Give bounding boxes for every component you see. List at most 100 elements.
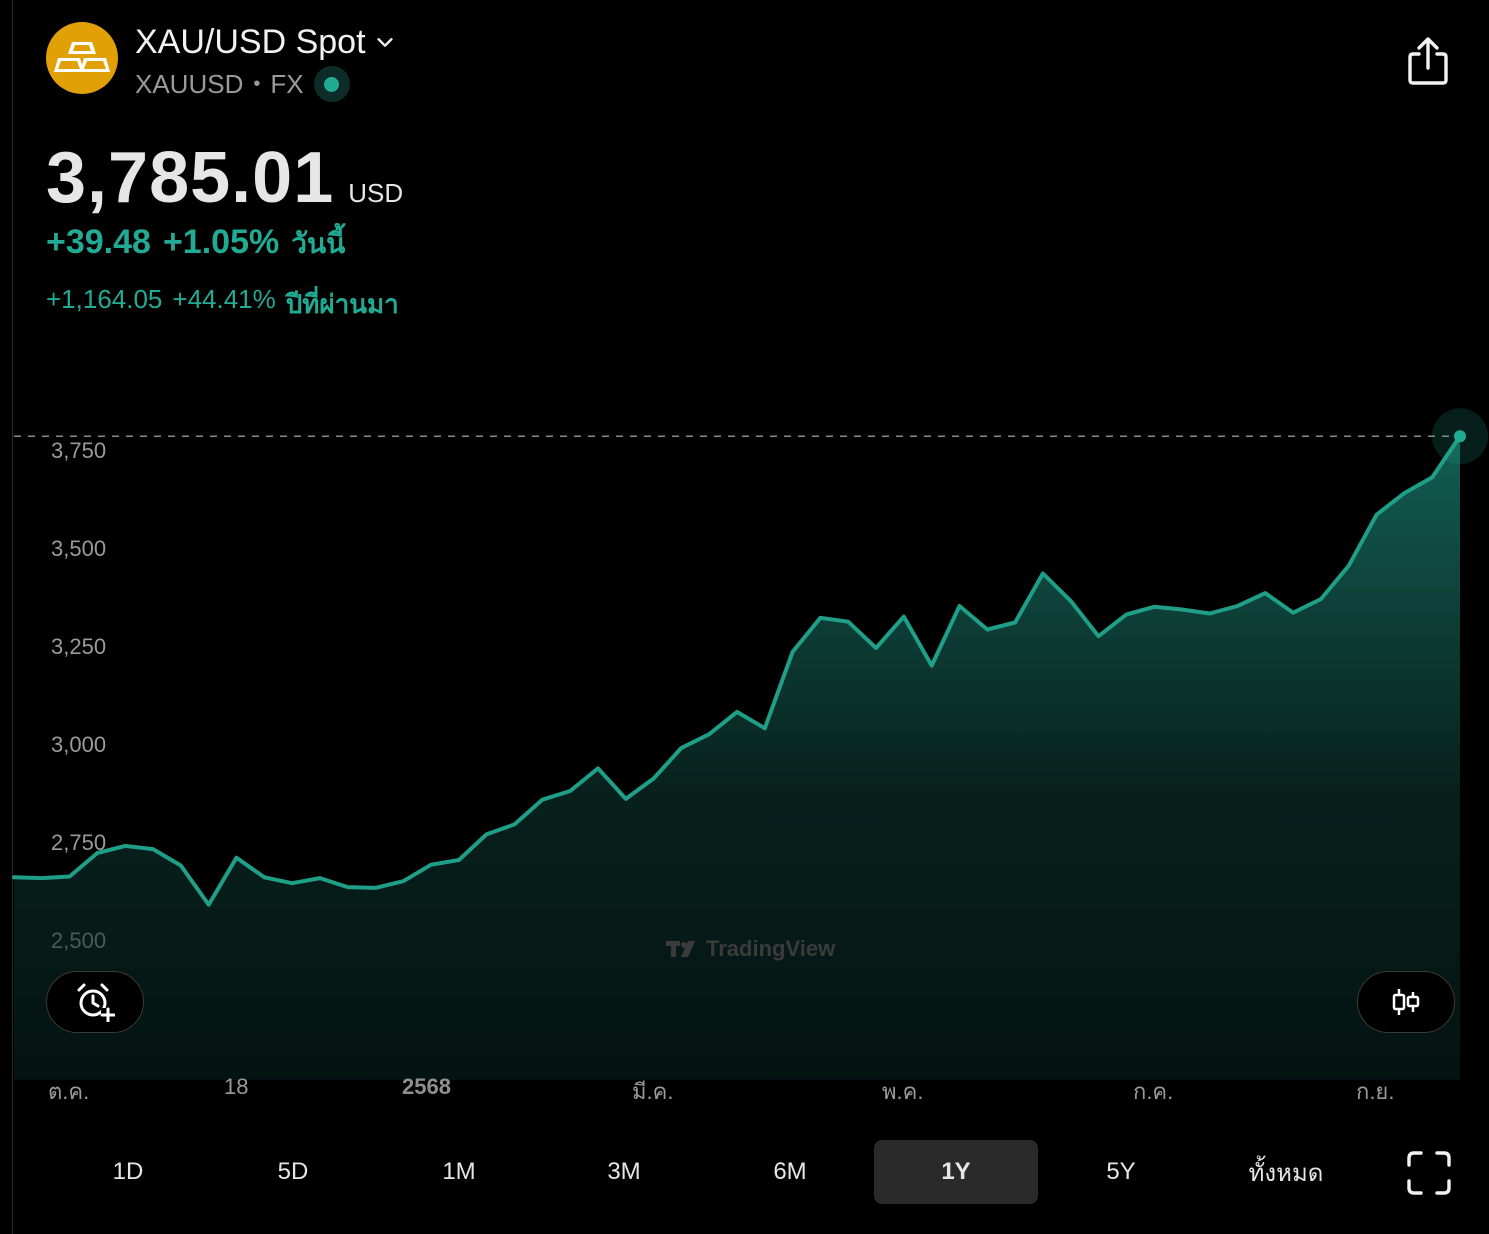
- price-point: [234, 856, 238, 860]
- range-3m[interactable]: 3M: [607, 1158, 641, 1185]
- price-point: [985, 628, 989, 632]
- year-change-label: ปีที่ผ่านมา: [285, 289, 399, 319]
- price-point: [513, 822, 517, 826]
- tradingview-logo-icon: [666, 941, 695, 957]
- price-point: [1291, 611, 1295, 615]
- x-label-oct: ต.ค.: [48, 1079, 90, 1104]
- tradingview-watermark: TradingView: [666, 936, 835, 962]
- price-point: [12, 875, 16, 879]
- price-point: [374, 886, 378, 890]
- y-tick-bg: [46, 434, 116, 464]
- y-tick-bg: [46, 532, 116, 562]
- price-point: [624, 797, 628, 801]
- y-tick-label: 3,000: [51, 732, 106, 757]
- year-change: +1,164.05 +44.41% ปีที่ผ่านมา: [46, 284, 403, 325]
- last-price-dot: [1454, 430, 1466, 443]
- price-point: [846, 620, 850, 624]
- price-point: [429, 863, 433, 867]
- x-label-jul: ก.ค.: [1133, 1079, 1174, 1104]
- alarm-add-icon: [77, 983, 115, 1022]
- share-icon[interactable]: [1406, 36, 1450, 86]
- price-point: [318, 876, 322, 880]
- watermark-text: TradingView: [706, 936, 836, 961]
- price-point: [1152, 605, 1156, 609]
- x-label-mar: มี.ค.: [632, 1079, 674, 1104]
- price-currency: USD: [348, 178, 404, 208]
- time-range-selector: 1D 5D 1M 3M 6M 1Y 5Y ทั้งหมด: [46, 1140, 1356, 1204]
- range-6m[interactable]: 6M: [773, 1158, 807, 1185]
- price-point: [1430, 475, 1434, 479]
- price-point: [151, 847, 155, 851]
- price-point: [930, 664, 934, 668]
- price-point: [1041, 571, 1045, 575]
- y-tick-label: 3,750: [51, 438, 106, 463]
- price-point: [568, 789, 572, 793]
- price-point: [40, 876, 44, 880]
- price-point: [874, 646, 878, 650]
- price-point: [1013, 620, 1017, 624]
- price-point: [735, 710, 739, 714]
- price-point: [652, 776, 656, 780]
- chevron-down-icon: [376, 38, 393, 47]
- range-1d[interactable]: 1D: [112, 1158, 144, 1185]
- range-all[interactable]: ทั้งหมด: [1248, 1159, 1324, 1187]
- range-1y[interactable]: 1Y: [874, 1140, 1038, 1204]
- price-point: [485, 832, 489, 836]
- window-edge: [12, 0, 13, 1234]
- candlestick-icon: [1392, 989, 1420, 1015]
- price-point: [763, 726, 767, 730]
- price-point: [902, 615, 906, 619]
- price-point: [1208, 611, 1212, 615]
- price-point: [346, 885, 350, 889]
- y-tick-bg: [46, 630, 116, 660]
- price-line: [12, 434, 1462, 907]
- year-change-value: +1,164.05: [46, 284, 163, 314]
- x-label-sep: ก.ย.: [1356, 1079, 1395, 1104]
- price-point: [401, 879, 405, 883]
- price-point: [207, 903, 211, 907]
- range-5d[interactable]: 5D: [277, 1158, 309, 1185]
- price-point: [540, 798, 544, 802]
- add-alert-button[interactable]: [46, 971, 144, 1033]
- separator: •: [253, 73, 261, 95]
- range-5y[interactable]: 5Y: [1106, 1158, 1136, 1185]
- price-point: [1375, 513, 1379, 517]
- price-point: [1180, 608, 1184, 612]
- symbol-title-dropdown[interactable]: XAU/USD Spot: [135, 22, 396, 62]
- y-tick-bg: [46, 728, 116, 758]
- range-1m[interactable]: 1M: [442, 1158, 476, 1185]
- price-point: [179, 864, 183, 868]
- price-point: [1097, 634, 1101, 638]
- x-label-may: พ.ค.: [882, 1079, 924, 1104]
- fullscreen-icon[interactable]: [1406, 1150, 1452, 1196]
- price-point: [1069, 599, 1073, 603]
- y-tick-label: 3,500: [51, 536, 106, 561]
- gold-bars-icon: [46, 22, 118, 94]
- today-change-value: +39.48: [46, 223, 151, 261]
- price-point: [791, 650, 795, 654]
- price-point: [596, 766, 600, 770]
- price-point: [1319, 597, 1323, 601]
- symbol-header: XAU/USD Spot XAUUSD • FX: [46, 22, 1466, 102]
- price-point: [818, 616, 822, 620]
- price-point: [262, 875, 266, 879]
- price-point: [1263, 591, 1267, 595]
- today-change: +39.48 +1.05% วันนี้: [46, 222, 403, 266]
- price-point: [1236, 604, 1240, 608]
- market-status-icon: [313, 66, 350, 102]
- year-change-percent: +44.41%: [172, 284, 276, 314]
- symbol-title: XAU/USD Spot: [135, 23, 366, 61]
- today-change-percent: +1.05%: [162, 223, 280, 261]
- price-point: [679, 746, 683, 750]
- price-block: 3,785.01 USD +39.48 +1.05% วันนี้ +1,164…: [46, 138, 403, 325]
- chart-type-button[interactable]: [1357, 971, 1455, 1033]
- price-point: [1347, 564, 1351, 568]
- symbol-subtitle: XAUUSD • FX: [135, 66, 396, 102]
- market-type: FX: [270, 69, 304, 99]
- y-tick-bg: [46, 826, 116, 856]
- current-price: 3,785.01: [46, 138, 335, 218]
- price-point: [68, 874, 72, 878]
- y-tick-label: 3,250: [51, 634, 106, 659]
- price-point: [290, 881, 294, 885]
